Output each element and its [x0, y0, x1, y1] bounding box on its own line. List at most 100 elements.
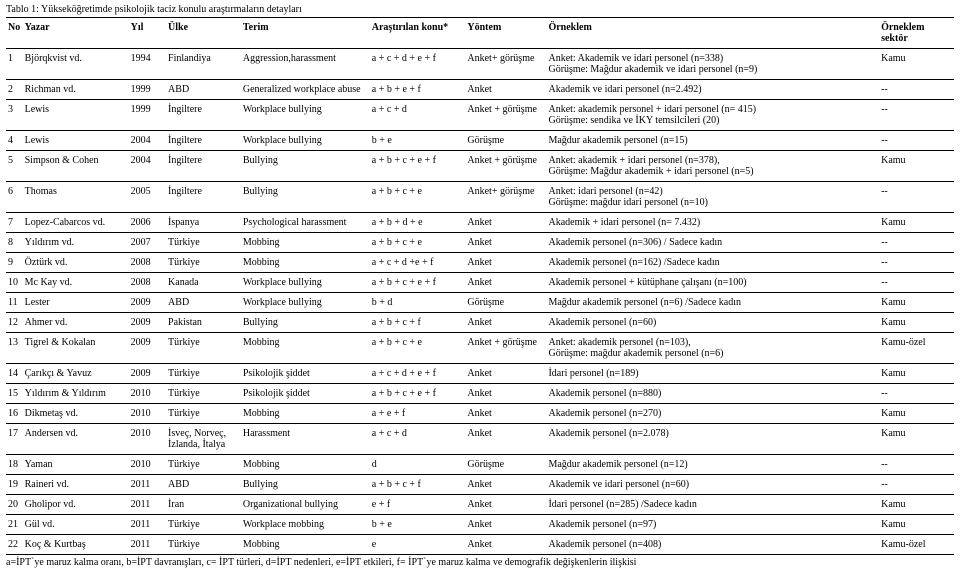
cell-year: 2009: [129, 364, 166, 384]
cell-sample: Akademik ve idari personel (n=2.492): [546, 80, 879, 100]
cell-method: Anket + görüşme: [465, 333, 546, 364]
table-row: 21Gül vd.2011TürkiyeWorkplace mobbingb +…: [6, 515, 954, 535]
cell-term: Psychological harassment: [241, 213, 370, 233]
cell-sample: Anket: akademik personel + idari persone…: [546, 100, 879, 131]
cell-country: İspanya: [166, 213, 241, 233]
table-row: 19Raineri vd.2011ABDBullyinga + b + c + …: [6, 475, 954, 495]
cell-year: 2009: [129, 313, 166, 333]
cell-no: 2: [6, 80, 23, 100]
cell-sample-line: İdari personel (n=285) /Sadece kadın: [548, 499, 876, 510]
cell-year: 2004: [129, 151, 166, 182]
cell-topic: a + b + c + e: [370, 333, 466, 364]
cell-term: Mobbing: [241, 253, 370, 273]
cell-method: Anket: [465, 80, 546, 100]
cell-method: Anket: [465, 404, 546, 424]
cell-term: Workplace bullying: [241, 131, 370, 151]
cell-sector: Kamu: [879, 404, 954, 424]
cell-topic: a + b + c + e + f: [370, 384, 466, 404]
cell-country: İngiltere: [166, 182, 241, 213]
cell-author: Ahmer vd.: [23, 313, 129, 333]
cell-no: 15: [6, 384, 23, 404]
cell-sector: Kamu: [879, 424, 954, 455]
cell-sample-line: Akademik personel (n=880): [548, 388, 876, 399]
cell-sample: Akademik personel (n=270): [546, 404, 879, 424]
cell-sample: Akademik personel (n=60): [546, 313, 879, 333]
cell-sector: --: [879, 455, 954, 475]
cell-sample-line: Görüşme: Mağdur akademik + idari persone…: [548, 166, 876, 177]
cell-sample-line: Anket: akademik personel (n=103),: [548, 337, 876, 348]
cell-no: 21: [6, 515, 23, 535]
cell-sample-line: Mağdur akademik personel (n=6) /Sadece k…: [548, 297, 876, 308]
cell-topic: d: [370, 455, 466, 475]
cell-author: Tigrel & Kokalan: [23, 333, 129, 364]
cell-topic: a + b + c + f: [370, 475, 466, 495]
cell-country: Türkiye: [166, 515, 241, 535]
cell-sample-line: Anket: akademik + idari personel (n=378)…: [548, 155, 876, 166]
cell-year: 2008: [129, 253, 166, 273]
cell-author: Thomas: [23, 182, 129, 213]
cell-author: Mc Kay vd.: [23, 273, 129, 293]
cell-method: Anket+ görüşme: [465, 49, 546, 80]
table-row: 12Ahmer vd.2009PakistanBullyinga + b + c…: [6, 313, 954, 333]
cell-sample: Akademik personel + kütüphane çalışanı (…: [546, 273, 879, 293]
cell-term: Generalized workplace abuse: [241, 80, 370, 100]
cell-topic: e: [370, 535, 466, 555]
cell-sector: Kamu: [879, 495, 954, 515]
cell-author: Çarıkçı & Yavuz: [23, 364, 129, 384]
cell-sample-line: Akademik + idari personel (n= 7.432): [548, 217, 876, 228]
cell-sample-line: Anket: idari personel (n=42): [548, 186, 876, 197]
cell-no: 3: [6, 100, 23, 131]
cell-author: Lewis: [23, 100, 129, 131]
cell-year: 1999: [129, 80, 166, 100]
cell-year: 2006: [129, 213, 166, 233]
cell-sample-line: Mağdur akademik personel (n=15): [548, 135, 876, 146]
cell-topic: a + b + c + e: [370, 233, 466, 253]
cell-sector: --: [879, 253, 954, 273]
table-row: 7Lopez-Cabarcos vd.2006İspanyaPsychologi…: [6, 213, 954, 233]
cell-country: İran: [166, 495, 241, 515]
cell-method: Görüşme: [465, 455, 546, 475]
cell-no: 18: [6, 455, 23, 475]
cell-term: Workplace bullying: [241, 293, 370, 313]
col-topic: Araştırılan konu*: [370, 18, 466, 49]
cell-no: 13: [6, 333, 23, 364]
cell-sector: --: [879, 475, 954, 495]
cell-term: Mobbing: [241, 404, 370, 424]
cell-no: 20: [6, 495, 23, 515]
cell-method: Anket: [465, 495, 546, 515]
cell-country: Türkiye: [166, 333, 241, 364]
cell-country: ABD: [166, 293, 241, 313]
cell-no: 6: [6, 182, 23, 213]
cell-topic: a + c + d +e + f: [370, 253, 466, 273]
cell-method: Anket: [465, 313, 546, 333]
cell-author: Yıldırım vd.: [23, 233, 129, 253]
cell-sample-line: Görüşme: Mağdur akademik ve idari person…: [548, 64, 876, 75]
cell-topic: a + c + d: [370, 100, 466, 131]
cell-method: Anket: [465, 384, 546, 404]
table-row: 6Thomas2005İngiltereBullyinga + b + c + …: [6, 182, 954, 213]
cell-sector: Kamu: [879, 313, 954, 333]
cell-sample-line: İdari personel (n=189): [548, 368, 876, 379]
cell-year: 2010: [129, 404, 166, 424]
cell-year: 2007: [129, 233, 166, 253]
cell-sector: Kamu: [879, 213, 954, 233]
cell-year: 2010: [129, 424, 166, 455]
col-sector: Örneklem sektör: [879, 18, 954, 49]
cell-term: Mobbing: [241, 333, 370, 364]
cell-no: 4: [6, 131, 23, 151]
cell-sample-line: Görüşme: mağdur akademik personel (n=6): [548, 348, 876, 359]
cell-sector: --: [879, 80, 954, 100]
cell-sector: --: [879, 182, 954, 213]
cell-author: Lopez-Cabarcos vd.: [23, 213, 129, 233]
cell-sample-line: Anket: Akademik ve idari personel (n=338…: [548, 53, 876, 64]
cell-country: Finlandiya: [166, 49, 241, 80]
cell-author: Simpson & Cohen: [23, 151, 129, 182]
cell-topic: a + e + f: [370, 404, 466, 424]
col-year: Yıl: [129, 18, 166, 49]
cell-country: Pakistan: [166, 313, 241, 333]
cell-country: İngiltere: [166, 151, 241, 182]
cell-topic: e + f: [370, 495, 466, 515]
cell-method: Anket: [465, 424, 546, 455]
cell-topic: b + e: [370, 515, 466, 535]
cell-method: Anket: [465, 273, 546, 293]
